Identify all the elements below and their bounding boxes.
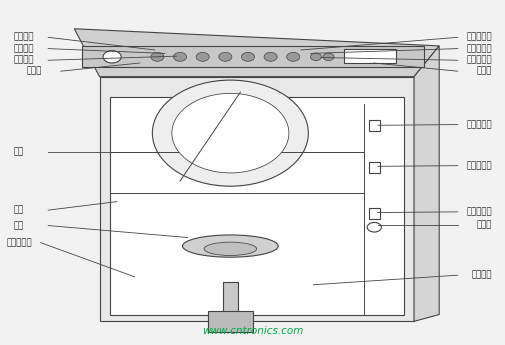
Circle shape xyxy=(152,80,308,186)
Text: 启动按鈕: 启动按鈕 xyxy=(14,56,34,65)
Text: 低水位按鈕: 低水位按鈕 xyxy=(466,56,491,65)
Circle shape xyxy=(196,52,209,61)
Polygon shape xyxy=(74,29,438,77)
Text: 中水位按鈕: 中水位按鈕 xyxy=(466,44,491,53)
Text: www.cntronics.com: www.cntronics.com xyxy=(202,326,303,336)
Text: 外桶: 外桶 xyxy=(14,206,24,215)
Text: 电磁离合器: 电磁离合器 xyxy=(7,238,32,247)
Text: 内桶: 内桶 xyxy=(14,147,24,157)
Ellipse shape xyxy=(182,235,278,257)
Circle shape xyxy=(241,52,254,61)
Circle shape xyxy=(310,53,321,61)
Text: 拨盘: 拨盘 xyxy=(14,221,24,230)
Text: 显示器: 显示器 xyxy=(476,67,491,76)
Bar xyxy=(110,97,403,315)
Polygon shape xyxy=(413,46,438,321)
Text: 排水口: 排水口 xyxy=(476,220,491,229)
Text: 低水位开关: 低水位开关 xyxy=(466,207,491,216)
Circle shape xyxy=(172,93,288,173)
Bar xyxy=(368,208,379,219)
Bar xyxy=(222,282,237,315)
Ellipse shape xyxy=(204,242,256,256)
Circle shape xyxy=(150,52,164,61)
Circle shape xyxy=(103,51,121,63)
Bar xyxy=(343,49,395,63)
Circle shape xyxy=(286,52,299,61)
Circle shape xyxy=(264,52,277,61)
Text: 排水按鈕: 排水按鈕 xyxy=(14,44,34,53)
Text: 中水位开关: 中水位开关 xyxy=(466,161,491,170)
Bar xyxy=(99,77,413,321)
Circle shape xyxy=(218,52,231,61)
Text: 进水口: 进水口 xyxy=(26,67,42,76)
Circle shape xyxy=(367,223,381,232)
Polygon shape xyxy=(82,46,423,67)
Text: 洗涤电机: 洗涤电机 xyxy=(471,271,491,280)
Bar xyxy=(368,120,379,131)
Text: 停止按鈕: 停止按鈕 xyxy=(14,33,34,42)
Bar xyxy=(368,161,379,172)
Text: 高水位开关: 高水位开关 xyxy=(466,120,491,129)
Bar xyxy=(207,311,252,332)
Circle shape xyxy=(322,53,333,61)
Text: 高水位按鈕: 高水位按鈕 xyxy=(466,33,491,42)
Circle shape xyxy=(173,52,186,61)
